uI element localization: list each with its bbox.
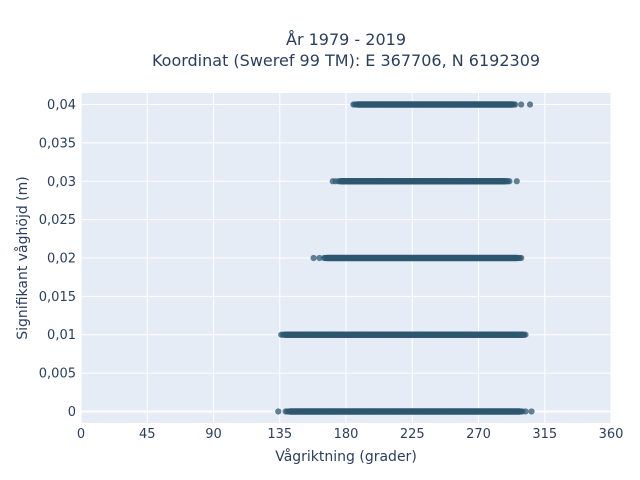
data-point xyxy=(278,331,285,338)
y-tick-label: 0,005 xyxy=(39,367,76,382)
data-row xyxy=(278,331,529,338)
data-point xyxy=(519,331,526,338)
data-row xyxy=(329,178,520,185)
chart-title-line-2: Koordinat (Sweref 99 TM): E 367706, N 61… xyxy=(152,51,540,70)
data-point xyxy=(310,254,317,262)
y-tick-label: 0,04 xyxy=(47,98,76,113)
y-tick-label: 0 xyxy=(68,405,76,420)
data-point xyxy=(522,408,529,415)
y-tick-label: 0,025 xyxy=(39,213,76,228)
x-tick-label: 360 xyxy=(599,427,624,442)
y-tick-label: 0,035 xyxy=(39,136,76,151)
data-row xyxy=(350,101,534,108)
data-point xyxy=(513,178,520,185)
data-points xyxy=(275,101,535,415)
x-tick-label: 0 xyxy=(77,427,85,442)
data-point xyxy=(350,101,357,108)
y-tick-label: 0,01 xyxy=(47,328,76,343)
x-tick-label: 135 xyxy=(267,427,292,442)
x-tick-label: 90 xyxy=(205,427,222,442)
data-point xyxy=(282,408,289,415)
x-axis-title: Vågriktning (grader) xyxy=(275,448,417,465)
x-tick-label: 270 xyxy=(466,427,491,442)
chart-title: År 1979 - 2019 Koordinat (Sweref 99 TM):… xyxy=(152,30,540,70)
x-tick-label: 45 xyxy=(139,427,156,442)
data-point xyxy=(515,331,522,338)
chart-title-line-1: År 1979 - 2019 xyxy=(286,30,406,49)
x-tick-label: 180 xyxy=(334,427,359,442)
data-point xyxy=(528,408,535,415)
data-row xyxy=(275,408,535,415)
x-tick-label: 225 xyxy=(400,427,425,442)
data-point xyxy=(332,178,339,185)
y-tick-label: 0,02 xyxy=(47,252,76,267)
data-point xyxy=(526,101,534,108)
data-point xyxy=(518,101,525,108)
data-point xyxy=(518,254,525,262)
y-axis-title: Signifikant våghöjd (m) xyxy=(14,176,31,339)
data-point xyxy=(512,101,519,108)
y-axis-ticks: 0 0,005 0,01 0,015 0,02 0,025 0,03 0,035 0,04 xyxy=(39,98,76,420)
y-tick-label: 0,015 xyxy=(39,290,76,305)
data-point xyxy=(275,408,282,415)
data-row xyxy=(310,254,525,262)
x-tick-label: 315 xyxy=(532,427,557,442)
data-point xyxy=(316,254,323,262)
y-tick-label: 0,03 xyxy=(47,175,76,190)
x-axis-ticks: 0 45 90 135 180 225 270 315 360 xyxy=(77,427,624,442)
data-point xyxy=(506,178,513,185)
